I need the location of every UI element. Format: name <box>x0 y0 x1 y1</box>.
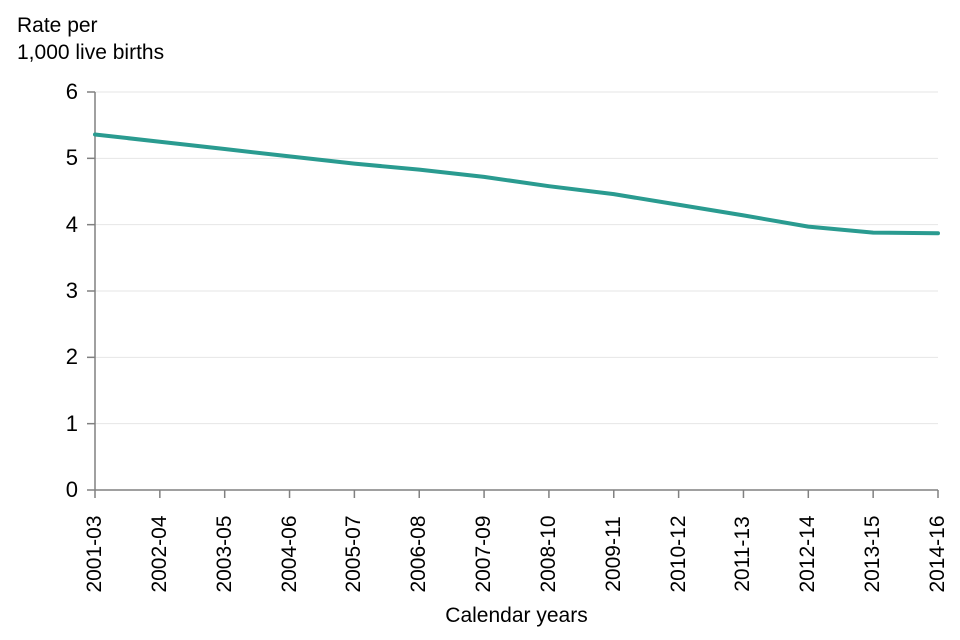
x-tick-label: 2010-12 <box>666 515 690 593</box>
y-tick-label: 3 <box>65 278 78 303</box>
x-tick-label: 2002-04 <box>147 515 171 593</box>
y-tick-label: 0 <box>65 477 78 502</box>
x-tick-label: 2005-07 <box>342 515 366 593</box>
x-tick-label: 2014-16 <box>926 515 949 593</box>
y-tick-label: 6 <box>65 79 78 104</box>
y-tick-label: 5 <box>65 145 78 171</box>
rate-line <box>93 132 940 236</box>
x-tick-label: 2003-05 <box>212 515 236 593</box>
x-tick-label: 2007-09 <box>472 515 496 593</box>
x-tick-label: 2009-11 <box>601 516 625 592</box>
x-tick-label: 2012-14 <box>796 515 820 593</box>
x-tick-label: 2001-03 <box>83 515 106 593</box>
x-tick-label: 2006-08 <box>407 515 431 593</box>
x-tick-label: 2013-15 <box>861 515 885 593</box>
y-tick-label: 2 <box>65 344 78 370</box>
x-tick-label: 2004-06 <box>277 515 301 593</box>
x-axis-title: Calendar years <box>445 604 588 627</box>
y-axis-title: Rate per 1,000 live births <box>17 14 165 64</box>
x-tick-label: 2008-10 <box>536 515 560 593</box>
y-tick-label: 1 <box>65 410 78 436</box>
y-tick-label: 4 <box>65 211 78 237</box>
x-tick-label: 2011-13 <box>731 516 755 592</box>
